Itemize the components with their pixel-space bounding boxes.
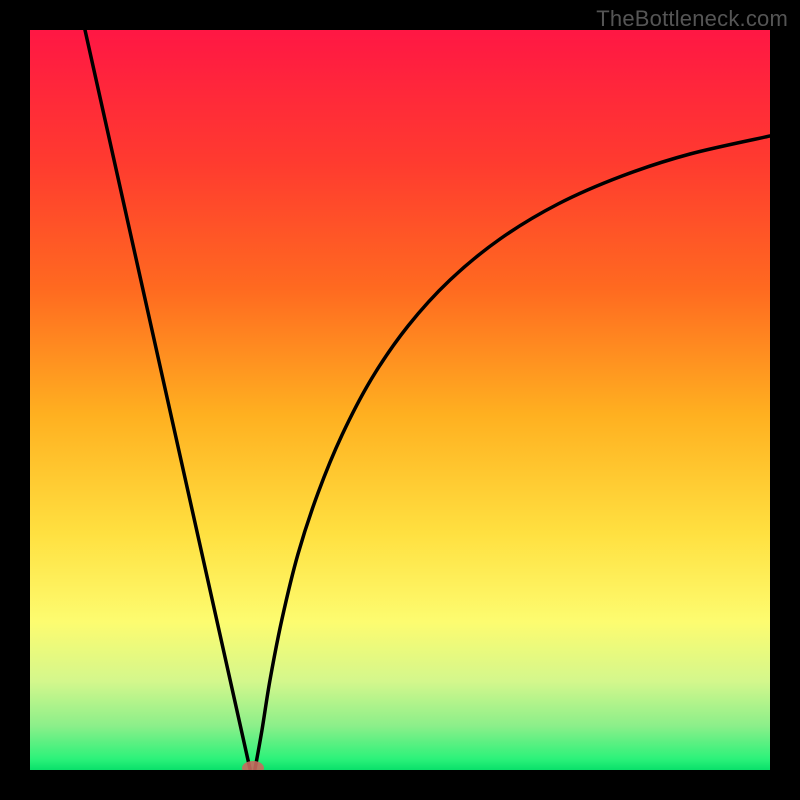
plot-area [30, 30, 770, 770]
vertex-marker [242, 761, 264, 770]
curve-layer [30, 30, 770, 770]
canvas-root: TheBottleneck.com [0, 0, 800, 800]
watermark-text: TheBottleneck.com [596, 6, 788, 32]
curve-right-branch [255, 136, 770, 769]
curve-left-branch [85, 30, 250, 769]
